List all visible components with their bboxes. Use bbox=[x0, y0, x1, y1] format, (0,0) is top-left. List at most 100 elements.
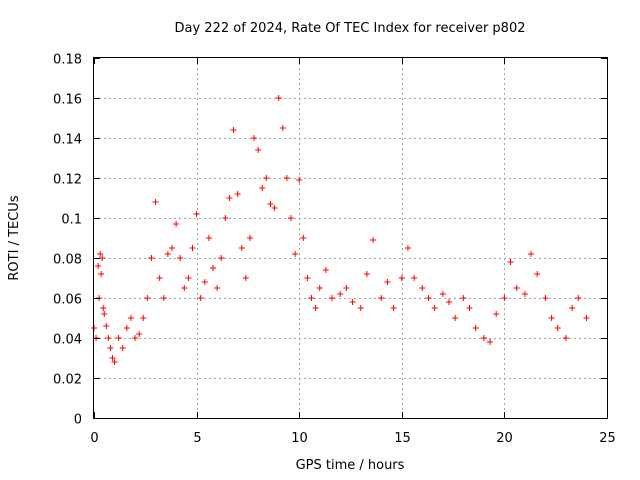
y-tick-label: 0.04 bbox=[53, 333, 82, 348]
y-tick-label: 0.18 bbox=[53, 53, 82, 68]
data-point bbox=[507, 259, 514, 265]
data-point bbox=[425, 295, 432, 301]
data-point bbox=[419, 285, 426, 291]
data-point bbox=[255, 147, 262, 153]
data-point bbox=[279, 125, 286, 131]
data-point bbox=[472, 325, 479, 331]
data-point bbox=[296, 177, 303, 183]
data-point bbox=[267, 201, 274, 207]
data-point bbox=[140, 315, 147, 321]
data-point bbox=[263, 175, 270, 181]
data-point bbox=[528, 251, 535, 257]
data-point bbox=[101, 311, 108, 317]
data-point bbox=[97, 251, 104, 257]
data-point bbox=[287, 215, 294, 221]
data-point bbox=[205, 235, 212, 241]
x-tick-label: 20 bbox=[496, 431, 513, 446]
data-point bbox=[98, 271, 105, 277]
data-point bbox=[251, 135, 258, 141]
y-tick-label: 0 bbox=[74, 413, 82, 428]
data-point bbox=[349, 299, 356, 305]
data-point bbox=[554, 325, 561, 331]
chart-title: Day 222 of 2024, Rate Of TEC Index for r… bbox=[175, 21, 526, 36]
data-point bbox=[292, 251, 299, 257]
data-point bbox=[460, 295, 467, 301]
data-point bbox=[197, 295, 204, 301]
data-point bbox=[569, 305, 576, 311]
ticks-layer bbox=[94, 58, 608, 419]
data-point bbox=[185, 275, 192, 281]
data-point bbox=[370, 237, 377, 243]
grid-layer bbox=[94, 58, 607, 418]
data-point bbox=[214, 285, 221, 291]
data-point bbox=[493, 311, 500, 317]
data-point bbox=[132, 335, 139, 341]
data-point bbox=[300, 235, 307, 241]
data-point bbox=[445, 299, 452, 305]
data-point bbox=[466, 305, 473, 311]
y-axis-label: ROTI / TECUs bbox=[7, 195, 22, 280]
data-point bbox=[100, 305, 107, 311]
data-point bbox=[384, 279, 391, 285]
data-point bbox=[452, 315, 459, 321]
data-point bbox=[105, 335, 112, 341]
data-point bbox=[357, 305, 364, 311]
data-point bbox=[238, 245, 245, 251]
data-point bbox=[242, 275, 249, 281]
data-point bbox=[283, 175, 290, 181]
plot-frame bbox=[93, 57, 608, 419]
data-point bbox=[156, 275, 163, 281]
data-point bbox=[583, 315, 590, 321]
data-point bbox=[304, 275, 311, 281]
data-point bbox=[487, 339, 494, 345]
y-tick-label: 0.06 bbox=[53, 293, 82, 308]
points-layer bbox=[91, 95, 590, 365]
data-point bbox=[404, 245, 411, 251]
data-point bbox=[431, 305, 438, 311]
data-point bbox=[226, 195, 233, 201]
data-point bbox=[164, 251, 171, 257]
data-point bbox=[222, 215, 229, 221]
x-tick-label: 0 bbox=[90, 431, 98, 446]
data-point bbox=[316, 285, 323, 291]
x-tick-label: 15 bbox=[394, 431, 411, 446]
data-point bbox=[322, 267, 329, 273]
data-point bbox=[390, 305, 397, 311]
data-point bbox=[168, 245, 175, 251]
data-point bbox=[152, 199, 159, 205]
data-point bbox=[160, 295, 167, 301]
data-point bbox=[193, 211, 200, 217]
data-point bbox=[109, 355, 116, 361]
data-point bbox=[329, 295, 336, 301]
data-point bbox=[398, 275, 405, 281]
data-point bbox=[173, 221, 180, 227]
data-point bbox=[308, 295, 315, 301]
data-point bbox=[312, 305, 319, 311]
data-point bbox=[201, 279, 208, 285]
data-point bbox=[127, 315, 134, 321]
data-point bbox=[119, 345, 126, 351]
y-tick-label: 0.1 bbox=[61, 213, 82, 228]
data-point bbox=[234, 191, 241, 197]
data-point bbox=[123, 325, 130, 331]
data-point bbox=[210, 265, 217, 271]
data-point bbox=[534, 271, 541, 277]
data-point bbox=[115, 335, 122, 341]
data-point bbox=[111, 359, 118, 365]
y-tick-label: 0.08 bbox=[53, 253, 82, 268]
data-point bbox=[218, 255, 225, 261]
data-point bbox=[189, 245, 196, 251]
data-point bbox=[548, 315, 555, 321]
data-point bbox=[562, 335, 569, 341]
data-point bbox=[246, 235, 253, 241]
y-tick-label: 0.02 bbox=[53, 373, 82, 388]
y-tick-label: 0.12 bbox=[53, 173, 82, 188]
data-point bbox=[575, 295, 582, 301]
x-axis-label: GPS time / hours bbox=[296, 458, 405, 473]
data-point bbox=[343, 285, 350, 291]
labels-layer: 0 0.02 0.04 0.06 0.08 0.1 0.12 0.14 0.16 0.18 0 5 10… bbox=[53, 53, 616, 447]
y-tick-label: 0.16 bbox=[53, 93, 82, 108]
data-point bbox=[411, 275, 418, 281]
y-tick-label: 0.14 bbox=[53, 133, 82, 148]
